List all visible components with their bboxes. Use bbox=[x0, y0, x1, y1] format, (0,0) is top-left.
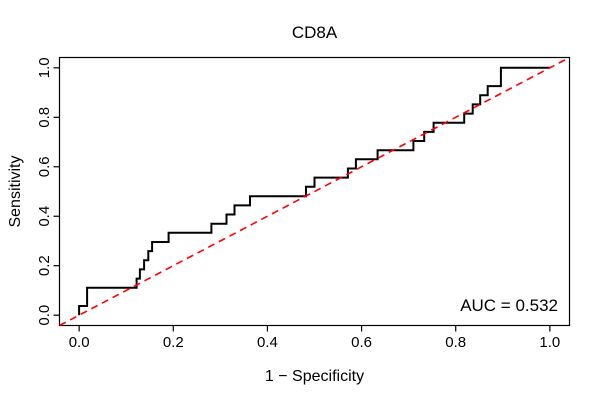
x-axis-label: 1 − Specificity bbox=[265, 368, 364, 385]
x-tick-label: 1.0 bbox=[539, 334, 560, 351]
auc-annotation: AUC = 0.532 bbox=[460, 296, 558, 315]
x-tick-label: 0.2 bbox=[163, 334, 184, 351]
y-tick-label: 0.6 bbox=[36, 156, 53, 177]
x-tick-label: 0.4 bbox=[257, 334, 278, 351]
x-tick-label: 0.0 bbox=[69, 334, 90, 351]
roc-curve bbox=[78, 66, 550, 316]
y-tick-label: 0.8 bbox=[36, 107, 53, 128]
y-tick-label: 0.2 bbox=[36, 255, 53, 276]
chance-diagonal-line bbox=[59, 56, 570, 327]
y-tick-label: 0.4 bbox=[36, 206, 53, 227]
y-tick-label: 1.0 bbox=[36, 57, 53, 78]
x-tick-label: 0.8 bbox=[445, 334, 466, 351]
y-tick-label: 0.0 bbox=[36, 305, 53, 326]
plot-box bbox=[58, 56, 571, 327]
x-tick-label: 0.6 bbox=[351, 334, 372, 351]
chart-title: CD8A bbox=[292, 23, 338, 42]
y-axis-label: Sensitivity bbox=[7, 155, 24, 227]
